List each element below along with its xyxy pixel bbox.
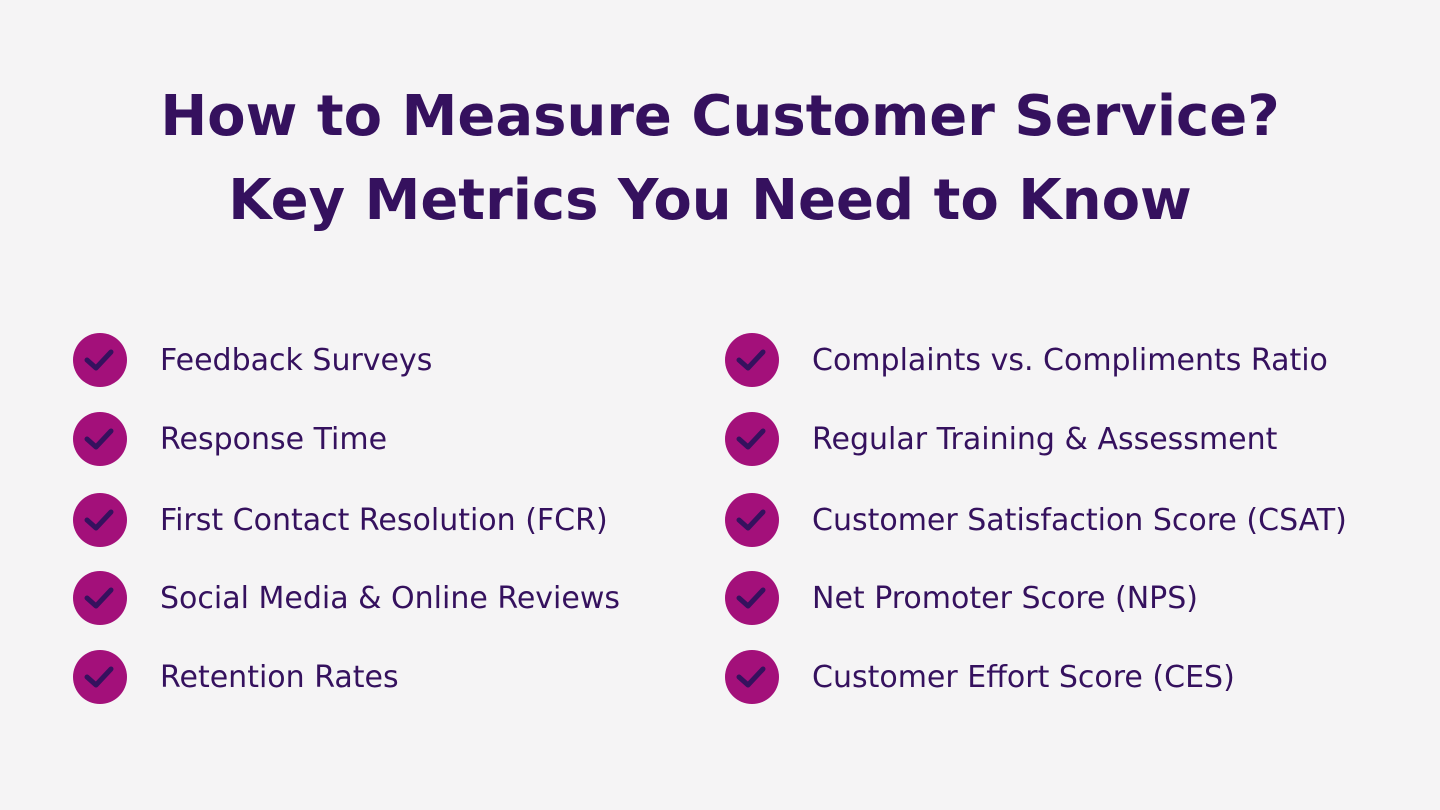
check-icon — [725, 571, 779, 625]
metric-label: Feedback Surveys — [160, 342, 433, 378]
check-icon — [73, 412, 127, 466]
metric-item: Feedback Surveys — [72, 332, 432, 388]
title-line: Key Metrics You Need to Know — [228, 168, 1192, 233]
check-icon — [725, 412, 779, 466]
metric-label: Social Media & Online Reviews — [160, 580, 621, 616]
metric-label: Customer Satisfaction Score (CSAT) — [812, 502, 1347, 538]
check-icon — [73, 493, 127, 547]
check-icon — [725, 493, 779, 547]
metric-label: Net Promoter Score (NPS) — [812, 580, 1199, 616]
check-icon — [73, 333, 127, 387]
metric-item: Response Time — [72, 411, 387, 467]
check-icon — [73, 650, 127, 704]
metric-item: Net Promoter Score (NPS) — [724, 570, 1198, 626]
metric-item: Complaints vs. Compliments Ratio — [724, 332, 1328, 388]
metric-label: Retention Rates — [160, 659, 399, 695]
metric-label: Customer Effort Score (CES) — [812, 659, 1235, 695]
metric-label: First Contact Resolution (FCR) — [160, 502, 608, 538]
check-icon — [725, 333, 779, 387]
title-line: How to Measure Customer Service? — [160, 84, 1280, 149]
metric-label: Complaints vs. Compliments Ratio — [812, 342, 1328, 378]
metric-item: Retention Rates — [72, 649, 399, 705]
metric-item: Social Media & Online Reviews — [72, 570, 620, 626]
check-icon — [73, 571, 127, 625]
metric-item: Customer Satisfaction Score (CSAT) — [724, 492, 1347, 548]
metric-item: Customer Effort Score (CES) — [724, 649, 1235, 705]
metric-item: First Contact Resolution (FCR) — [72, 492, 608, 548]
metric-item: Regular Training & Assessment — [724, 411, 1277, 467]
metric-label: Regular Training & Assessment — [812, 421, 1278, 457]
metric-label: Response Time — [160, 421, 388, 457]
check-icon — [725, 650, 779, 704]
